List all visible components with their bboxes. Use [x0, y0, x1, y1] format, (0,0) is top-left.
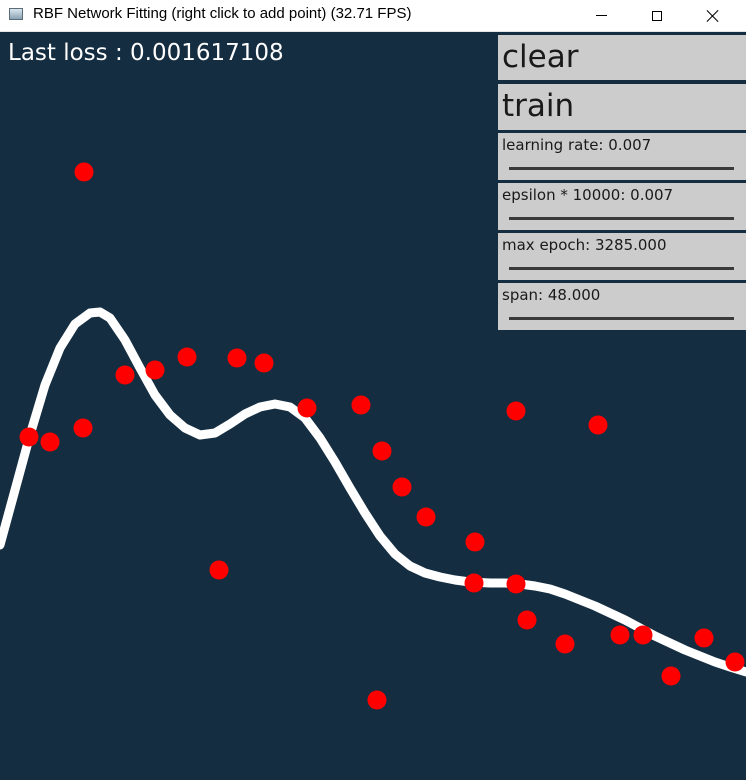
data-point[interactable] — [555, 634, 575, 654]
max-epoch-slider[interactable]: max epoch: 3285.000 — [498, 233, 746, 280]
clear-button[interactable]: clear — [498, 35, 746, 80]
maximize-icon — [652, 10, 662, 21]
data-point[interactable] — [465, 532, 485, 552]
data-point[interactable] — [254, 353, 274, 373]
data-point[interactable] — [610, 625, 630, 645]
data-point[interactable] — [633, 625, 653, 645]
span-slider[interactable]: span: 48.000 — [498, 283, 746, 330]
data-point[interactable] — [19, 427, 39, 447]
data-point[interactable] — [145, 360, 165, 380]
data-point[interactable] — [227, 348, 247, 368]
data-point[interactable] — [464, 573, 484, 593]
window-title: RBF Network Fitting (right click to add … — [33, 5, 412, 22]
data-point[interactable] — [115, 365, 135, 385]
data-point[interactable] — [297, 398, 317, 418]
learning-rate-label: learning rate: 0.007 — [502, 136, 652, 154]
data-point[interactable] — [372, 441, 392, 461]
data-point[interactable] — [588, 415, 608, 435]
data-point[interactable] — [351, 395, 371, 415]
control-panel: clear train learning rate: 0.007 epsilon… — [498, 32, 746, 331]
data-point[interactable] — [367, 690, 387, 710]
data-point[interactable] — [209, 560, 229, 580]
last-loss-label: Last loss : 0.001617108 — [8, 40, 284, 66]
data-point[interactable] — [517, 610, 537, 630]
max-epoch-label: max epoch: 3285.000 — [502, 236, 667, 254]
minimize-icon — [595, 15, 607, 16]
fitted-curve — [0, 307, 746, 677]
learning-rate-track[interactable] — [509, 167, 734, 170]
data-point[interactable] — [694, 628, 714, 648]
span-track[interactable] — [509, 317, 734, 320]
maximize-button[interactable] — [634, 0, 680, 31]
data-point[interactable] — [40, 432, 60, 452]
data-point[interactable] — [661, 666, 681, 686]
learning-rate-slider[interactable]: learning rate: 0.007 — [498, 133, 746, 180]
close-icon — [707, 10, 719, 22]
minimize-button[interactable] — [578, 0, 624, 31]
close-button[interactable] — [690, 0, 736, 31]
data-point[interactable] — [74, 162, 94, 182]
epsilon-label: epsilon * 10000: 0.007 — [502, 186, 674, 204]
span-label: span: 48.000 — [502, 286, 601, 304]
max-epoch-track[interactable] — [509, 267, 734, 270]
data-point[interactable] — [416, 507, 436, 527]
data-point[interactable] — [73, 418, 93, 438]
data-point[interactable] — [177, 347, 197, 367]
data-point[interactable] — [392, 477, 412, 497]
data-point[interactable] — [506, 574, 526, 594]
train-button[interactable]: train — [498, 84, 746, 130]
title-bar: RBF Network Fitting (right click to add … — [0, 0, 746, 32]
epsilon-slider[interactable]: epsilon * 10000: 0.007 — [498, 183, 746, 230]
data-point[interactable] — [506, 401, 526, 421]
data-point[interactable] — [725, 652, 745, 672]
plot-canvas[interactable] — [0, 32, 746, 780]
epsilon-track[interactable] — [509, 217, 734, 220]
app-icon — [9, 8, 23, 20]
